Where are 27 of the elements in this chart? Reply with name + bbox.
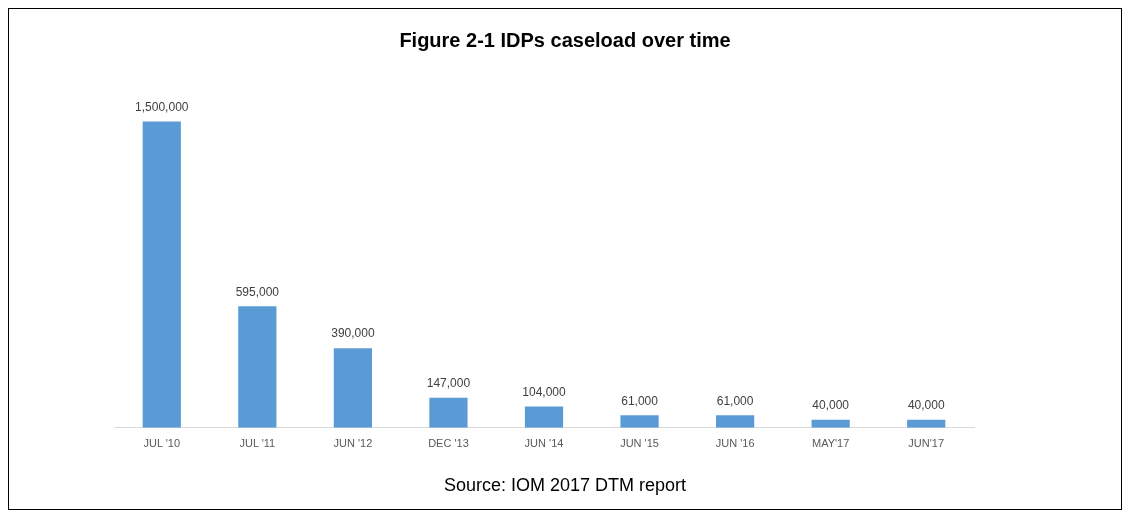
bar bbox=[429, 397, 468, 428]
data-label: 40,000 bbox=[812, 397, 850, 412]
data-label: 104,000 bbox=[522, 384, 567, 399]
source-note: Source: IOM 2017 DTM report bbox=[442, 475, 688, 496]
data-label: 1,500,000 bbox=[135, 99, 189, 114]
x-tick-label: JUL '11 bbox=[239, 437, 276, 450]
x-tick-label: JUN '14 bbox=[524, 437, 564, 450]
chart-title: Figure 2-1 IDPs caseload over time bbox=[398, 29, 732, 52]
data-label: 61,000 bbox=[621, 393, 659, 408]
data-label: 595,000 bbox=[235, 284, 280, 299]
x-tick-label: JUN '12 bbox=[333, 437, 373, 450]
x-tick-label: JUN '16 bbox=[715, 437, 755, 450]
bar bbox=[620, 415, 659, 428]
x-tick-label: JUN '15 bbox=[620, 437, 659, 450]
bar bbox=[142, 121, 181, 428]
data-label: 390,000 bbox=[331, 326, 375, 341]
bar bbox=[238, 306, 277, 428]
bar bbox=[333, 348, 372, 428]
data-label: 40,000 bbox=[907, 397, 945, 412]
x-tick-label: DEC '13 bbox=[428, 437, 469, 450]
bar bbox=[716, 415, 755, 428]
data-label: 147,000 bbox=[426, 376, 471, 391]
x-tick-label: JUN'17 bbox=[908, 437, 945, 450]
x-tick-label: JUL '10 bbox=[143, 437, 181, 450]
bar bbox=[524, 406, 564, 428]
x-tick-label: MAY'17 bbox=[811, 437, 850, 450]
data-label: 61,000 bbox=[716, 393, 754, 408]
